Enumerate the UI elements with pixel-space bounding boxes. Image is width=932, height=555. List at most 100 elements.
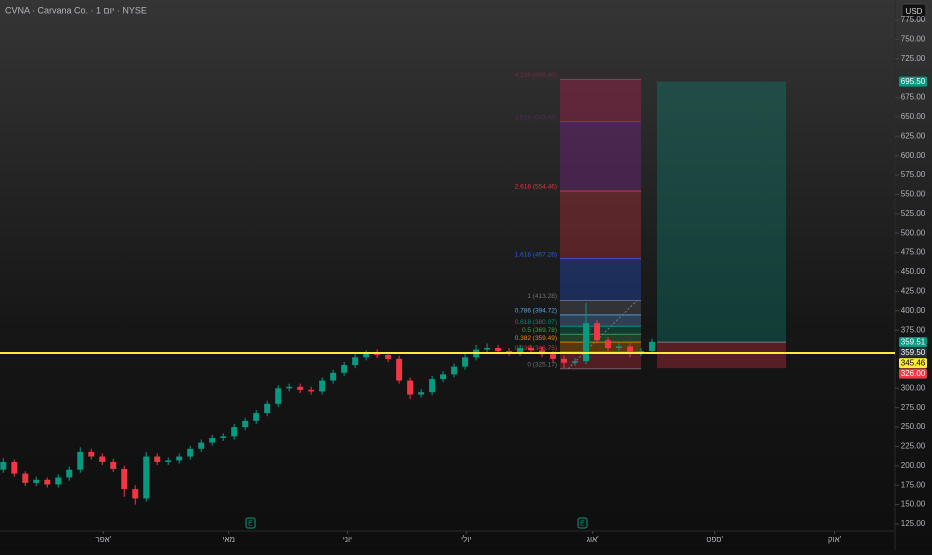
fib-label: 4.236 (698.40): [515, 72, 557, 79]
y-tick-label: 375.00: [901, 325, 926, 334]
candle-body: [495, 347, 502, 352]
candle-body: [253, 413, 260, 421]
candle-body: [550, 354, 557, 359]
fib-label: 1 (413.28): [527, 293, 557, 300]
y-tick-label: 200.00: [901, 461, 926, 470]
candle-body: [297, 386, 304, 390]
candle-body: [33, 479, 40, 483]
candle-body: [594, 323, 601, 341]
x-tick-label: ספט': [706, 535, 723, 544]
price-badge-label: 359.51: [901, 337, 926, 346]
candle-body: [165, 460, 172, 462]
candle-body: [143, 456, 150, 499]
candle-body: [132, 489, 139, 499]
candle-body: [649, 341, 656, 352]
candle-body: [319, 380, 326, 392]
candle-body: [187, 448, 194, 457]
position-tool: [657, 81, 786, 369]
candle-body: [198, 442, 205, 449]
candle-body: [627, 346, 634, 353]
y-tick-label: 625.00: [901, 131, 926, 140]
svg-text:E: E: [580, 520, 585, 527]
x-tick-label: מאי: [222, 535, 235, 544]
currency: USD: [906, 7, 923, 16]
fibonacci: 0 (325.17)0.236 (346.75)0.382 (359.49)0.…: [515, 72, 641, 370]
candle-body: [231, 427, 238, 437]
price-badge-label: 345.46: [901, 358, 926, 367]
candle-body: [572, 361, 579, 363]
candle-body: [154, 456, 161, 462]
candle-body: [99, 456, 106, 462]
candle-body: [638, 351, 645, 353]
y-tick-label: 400.00: [901, 306, 926, 315]
y-tick-label: 175.00: [901, 480, 926, 489]
price-badge-label: 326.00: [901, 369, 926, 378]
y-tick-label: 475.00: [901, 248, 926, 257]
fib-zone: [560, 300, 641, 315]
fib-label: 0.786 (394.72): [515, 308, 557, 315]
y-tick-label: 500.00: [901, 228, 926, 237]
y-tick-label: 225.00: [901, 442, 926, 451]
fib-label: 3.618 (643.96): [515, 114, 557, 121]
candles: [0, 303, 656, 505]
candle-body: [429, 379, 436, 393]
x-tick-label: אפר': [95, 535, 111, 544]
price-badge: [899, 337, 927, 348]
fib-zone: [560, 121, 641, 192]
x-tick-label: אוק': [828, 535, 842, 544]
candle-body: [462, 357, 469, 367]
candle-body: [374, 353, 381, 355]
candle-body: [55, 477, 62, 485]
candle-body: [264, 403, 271, 414]
candle-body: [506, 351, 513, 353]
fib-zone: [560, 326, 641, 335]
y-tick-label: 425.00: [901, 286, 926, 295]
y-tick-label: 300.00: [901, 383, 926, 392]
price-badge: [899, 368, 927, 379]
candle-body: [385, 354, 392, 359]
price-badge: [899, 76, 927, 87]
candle-body: [440, 374, 447, 380]
fib-zone: [560, 191, 641, 259]
y-tick-label: 575.00: [901, 170, 926, 179]
candle-body: [407, 380, 414, 395]
candle-body: [88, 451, 95, 457]
candle-body: [11, 461, 18, 474]
svg-text:E: E: [248, 520, 253, 527]
earnings-icon[interactable]: E: [577, 517, 588, 529]
y-tick-label: 550.00: [901, 190, 926, 199]
candle-body: [286, 386, 293, 389]
y-tick-label: 750.00: [901, 34, 926, 43]
price-badge: [899, 347, 927, 358]
y-tick-label: 150.00: [901, 500, 926, 509]
fib-zone: [560, 352, 641, 369]
fib-label: 1.618 (467.28): [515, 251, 557, 258]
fib-label: 0 (325.17): [527, 362, 557, 369]
x-tick-label: יולי: [461, 535, 471, 544]
currency-box[interactable]: [901, 3, 927, 21]
price-badge-label: 359.50: [901, 348, 926, 357]
fib-label: 0.236 (346.75): [515, 345, 557, 352]
candle-body: [352, 357, 359, 366]
fib-zone: [560, 79, 641, 122]
loss-zone: [657, 342, 786, 369]
candle-body: [528, 347, 535, 351]
x-tick-label: אוג': [587, 535, 599, 544]
candle-body: [110, 461, 117, 469]
earnings-icon[interactable]: E: [245, 517, 256, 529]
candle-body: [66, 469, 73, 478]
candle-body: [0, 461, 7, 470]
chart-title: CVNA · Carvana Co. · 1 יום · NYSE: [5, 5, 147, 15]
candle-body: [517, 347, 524, 353]
candle-body: [22, 473, 29, 483]
candle-body: [583, 323, 590, 362]
candle-body: [209, 437, 216, 443]
y-tick-label: 650.00: [901, 112, 926, 121]
candle-body: [308, 389, 315, 392]
candle-body: [242, 420, 249, 428]
candle-body: [44, 479, 51, 485]
y-tick-label: 725.00: [901, 54, 926, 63]
